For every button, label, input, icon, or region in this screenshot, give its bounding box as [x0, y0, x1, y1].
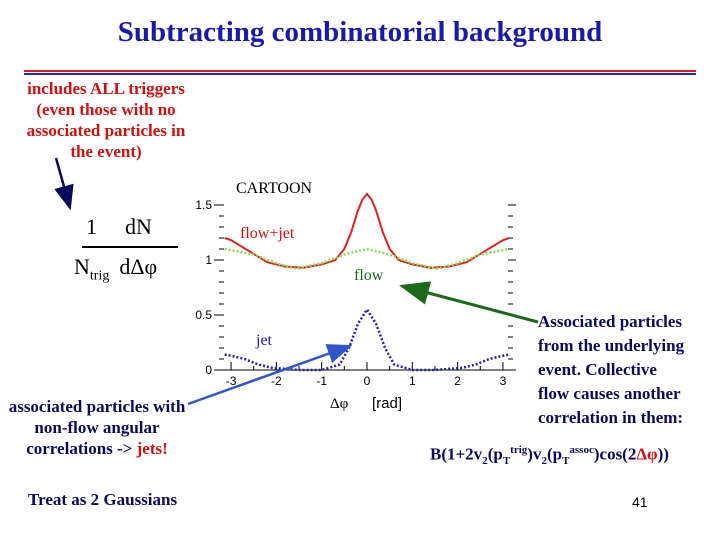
x-tick-label: -3	[226, 374, 237, 388]
all-triggers-note: includes ALL triggers (even those with n…	[6, 78, 206, 162]
note-line: the event)	[70, 142, 142, 161]
underlying-event-note: Associated particles from the underlying…	[538, 310, 720, 430]
note-line: Associated particles	[538, 312, 683, 331]
chart-axes	[214, 204, 516, 371]
x-axis-unit: [rad]	[372, 395, 402, 412]
note-line: associated particles in	[26, 121, 186, 140]
chart-series	[224, 192, 510, 372]
series-flow	[224, 247, 510, 271]
gaussians-note: Treat as 2 Gaussians	[28, 490, 178, 509]
x-axis-label: Δφ	[330, 396, 349, 412]
flow-label: flow	[354, 267, 384, 284]
x-tick-label: 3	[500, 374, 507, 388]
y-tick-label: 0	[205, 363, 212, 377]
x-tick-label: 2	[454, 374, 461, 388]
x-tick-label: -2	[271, 374, 282, 388]
series-jet	[224, 307, 510, 372]
arrow-to-jet	[187, 344, 353, 406]
note-line: includes ALL triggers	[27, 79, 185, 98]
y-tick-label: 1	[205, 253, 212, 267]
note-line: associated particles with	[8, 397, 186, 416]
fraction-denominator-left: Ntrig	[74, 254, 110, 284]
note-line: non-flow angular	[34, 418, 160, 437]
fraction-numerator-right: dN	[125, 214, 152, 239]
note-line: (even those with no	[36, 100, 176, 119]
page-number: 41	[632, 494, 648, 510]
fraction-denominator-right: dΔφ	[119, 254, 158, 279]
fraction-numerator-left: 1	[86, 214, 97, 239]
note-line: event. Collective	[538, 360, 657, 379]
chart-labels: 0 0.5 1 1.5 -3 -2 -1 0 1 2 3 CARTOON flow+jet flow jet…	[195, 180, 506, 412]
note-line: flow causes another	[538, 384, 681, 403]
note-line: correlation in them:	[538, 408, 684, 427]
y-tick-label: 1.5	[195, 198, 212, 212]
cartoon-label: CARTOON	[236, 180, 313, 197]
y-tick-label: 0.5	[195, 308, 212, 322]
note-line: from the underlying	[538, 336, 685, 355]
fraction-bar	[82, 246, 178, 248]
normalization-fraction: 1 dN Ntrig dΔφ	[74, 214, 178, 284]
arrow-to-flow	[399, 281, 539, 324]
chart-arrows	[54, 157, 539, 406]
note-line: correlations -> jets!	[26, 439, 168, 458]
arrow-to-left-axis	[54, 157, 74, 211]
non-flow-note: associated particles with non-flow angul…	[4, 396, 190, 459]
slide-title: Subtracting combinatorial background	[117, 16, 603, 48]
jet-label: jet	[255, 332, 273, 349]
title-underline	[24, 70, 696, 75]
x-tick-label: -1	[316, 374, 327, 388]
x-tick-label: 1	[409, 374, 416, 388]
x-tick-label: 0	[364, 374, 371, 388]
flow-formula: B(1+2v2(pTtrig)v2(pTassoc)cos(2Δφ))	[430, 444, 669, 468]
flow-jet-label: flow+jet	[240, 225, 295, 242]
